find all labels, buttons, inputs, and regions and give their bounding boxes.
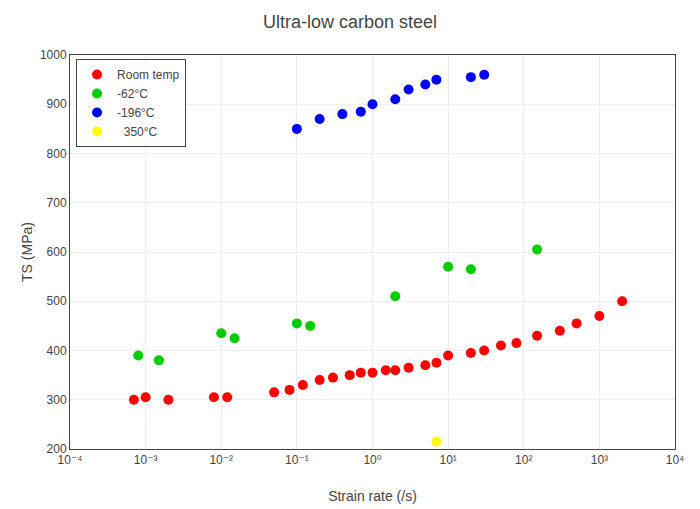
svg-text:900: 900	[47, 97, 67, 111]
svg-text:Strain rate (/s): Strain rate (/s)	[328, 488, 417, 504]
svg-text:800: 800	[47, 147, 67, 161]
svg-text:TS (MPa): TS (MPa)	[19, 222, 35, 282]
svg-text:-196°C: -196°C	[117, 106, 155, 120]
svg-text:Ultra-low carbon steel: Ultra-low carbon steel	[263, 12, 437, 32]
svg-text:10⁻²: 10⁻²	[209, 453, 233, 467]
svg-text:700: 700	[47, 196, 67, 210]
svg-text:10³: 10³	[591, 453, 608, 467]
svg-text:10⁴: 10⁴	[666, 453, 685, 467]
svg-text:10⁰: 10⁰	[363, 453, 381, 467]
svg-text:1000: 1000	[40, 48, 67, 62]
svg-text:300: 300	[47, 393, 67, 407]
svg-text:600: 600	[47, 245, 67, 259]
svg-text:10⁻³: 10⁻³	[134, 453, 158, 467]
svg-text:10⁻⁴: 10⁻⁴	[58, 453, 83, 467]
svg-text:350°C: 350°C	[117, 125, 157, 139]
svg-text:500: 500	[47, 294, 67, 308]
svg-text:400: 400	[47, 344, 67, 358]
svg-text:10⁻¹: 10⁻¹	[285, 453, 309, 467]
svg-text:Room temp: Room temp	[117, 68, 179, 82]
svg-text:-62°C: -62°C	[117, 87, 148, 101]
svg-text:200: 200	[47, 442, 67, 456]
svg-text:10²: 10²	[515, 453, 532, 467]
svg-text:10¹: 10¹	[439, 453, 456, 467]
